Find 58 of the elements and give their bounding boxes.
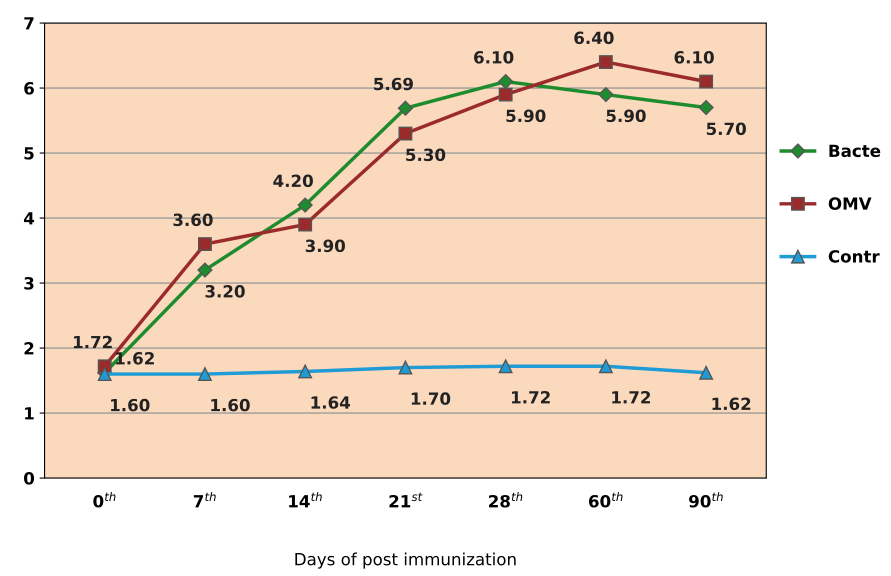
y-tick-label: 0 <box>24 472 34 485</box>
data-label: 1.60 <box>111 398 150 412</box>
x-axis-title: Days of post immunization <box>295 552 516 569</box>
point <box>498 359 513 374</box>
data-label: 5.69 <box>374 78 413 90</box>
point <box>198 237 212 252</box>
data-label: 5.30 <box>406 148 446 162</box>
data-label: 5.90 <box>606 110 646 122</box>
legend-label: Bacte <box>829 144 880 158</box>
data-label: 6.10 <box>674 51 714 64</box>
x-tick-label: 21$^{st}$ <box>389 492 423 508</box>
data-label: 1.70 <box>412 392 450 405</box>
data-label: 3.90 <box>306 240 345 252</box>
point <box>598 359 613 374</box>
point <box>197 262 212 278</box>
data-label: 1.72 <box>612 391 650 404</box>
data-label: 5.90 <box>506 110 546 122</box>
point <box>699 366 714 380</box>
point <box>298 364 312 378</box>
x-tick-label: 60$^{th}$ <box>588 492 622 508</box>
x-tick-label: 28$^{th}$ <box>489 492 522 508</box>
legend-label: Contr <box>828 250 880 263</box>
x-tick-label: 7$^{th}$ <box>194 492 216 508</box>
y-tick-label: 2 <box>24 342 34 354</box>
data-label: 6.40 <box>574 32 614 44</box>
point <box>498 74 514 90</box>
data-label: 1.72 <box>512 391 550 404</box>
data-label: 5.70 <box>706 122 746 136</box>
y-tick-label: 7 <box>24 17 34 30</box>
data-label: 1.64 <box>312 396 350 409</box>
y-tick-label: 5 <box>24 147 34 160</box>
point <box>398 126 412 140</box>
point <box>298 197 313 213</box>
legend-label: OMV <box>828 197 872 210</box>
y-tick-label: 6 <box>24 82 34 95</box>
data-label: 3.20 <box>206 285 245 298</box>
y-tick-label: 4 <box>24 212 34 224</box>
data-label: 3.60 <box>173 214 213 226</box>
point <box>699 74 714 88</box>
x-tick-label: 0$^{th}$ <box>93 492 116 508</box>
data-label: 1.62 <box>712 398 750 410</box>
point <box>198 367 212 382</box>
data-label: 4.20 <box>273 174 313 188</box>
point <box>298 218 312 232</box>
data-label: 6.10 <box>474 51 514 64</box>
point <box>598 55 613 69</box>
y-tick-label: 1 <box>25 407 34 420</box>
point <box>98 367 112 382</box>
point <box>398 360 412 375</box>
x-tick-label: 14$^{th}$ <box>289 492 322 508</box>
point <box>598 86 614 102</box>
y-tick-label: 3 <box>24 277 34 290</box>
point <box>698 100 714 116</box>
data-label: 1.60 <box>211 398 250 412</box>
x-tick-label: 90$^{th}$ <box>689 492 723 508</box>
point <box>498 88 513 102</box>
data-label: 1.72 <box>74 336 112 348</box>
point <box>398 100 413 116</box>
